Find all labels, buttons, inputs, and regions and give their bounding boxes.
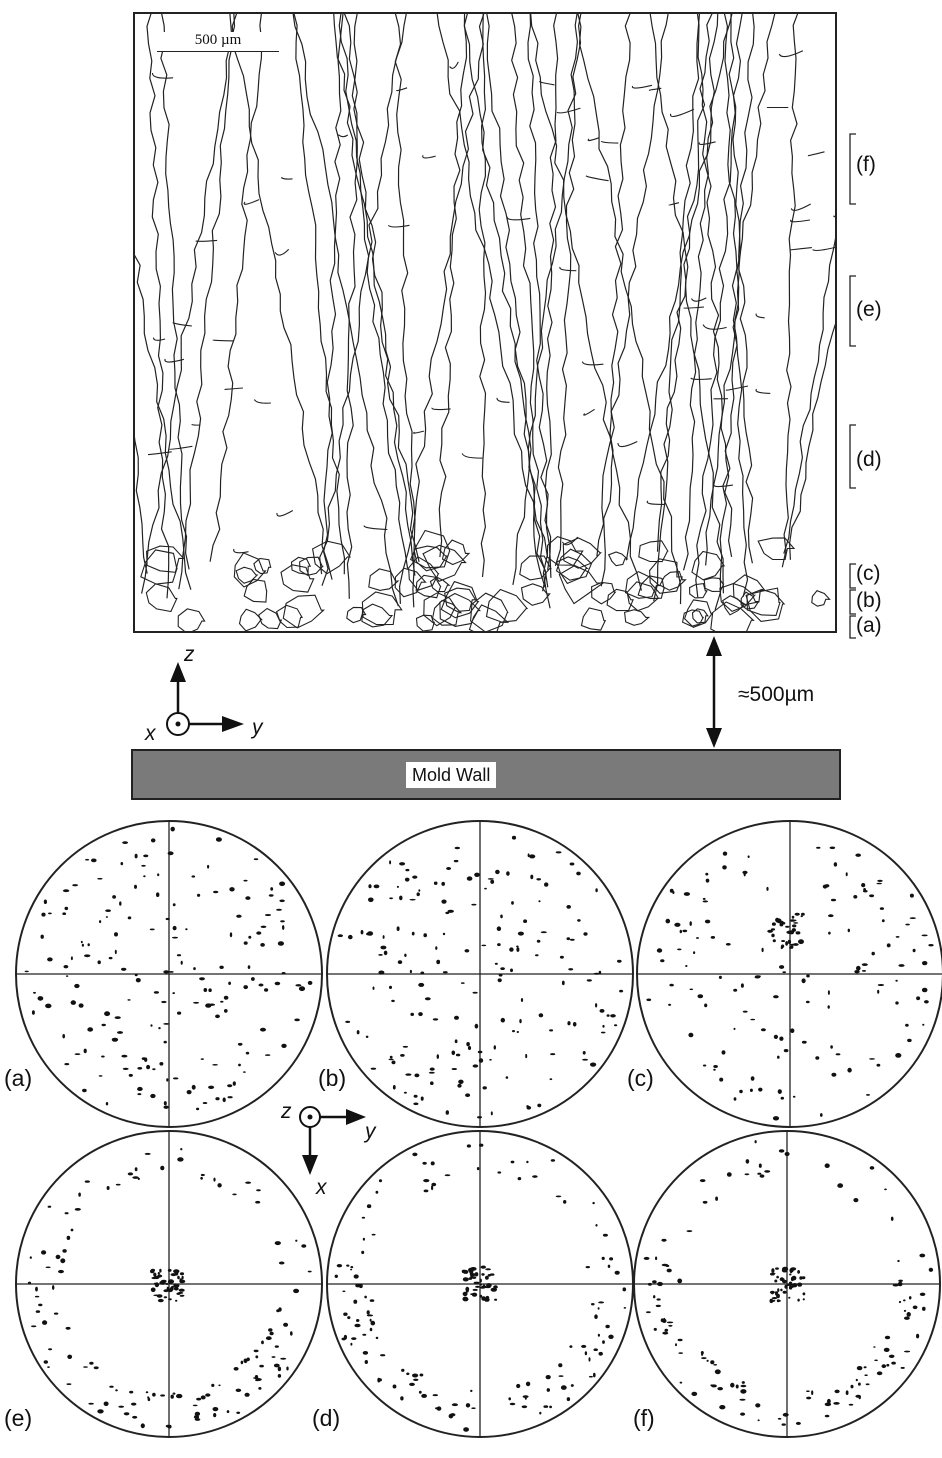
region-label-c: (c) [856, 562, 881, 585]
scale-bar: 500 µm [157, 32, 279, 52]
pole-figure [633, 1130, 941, 1438]
scale-bar-line [157, 51, 279, 52]
region-label-f: (f) [856, 153, 876, 176]
pole-label-c: (c) [627, 1065, 654, 1091]
pole-figure [326, 820, 634, 1128]
grain-micrograph: 500 µm [133, 12, 837, 633]
pole-label-d: (d) [312, 1405, 341, 1431]
axes-bottom [299, 1106, 366, 1175]
axes-top [166, 662, 244, 736]
pole-figures [15, 820, 942, 1438]
region-label-e: (e) [856, 298, 882, 321]
region-label-a: (a) [856, 614, 882, 637]
grain-boundary-map [135, 14, 835, 631]
pole-figure [636, 820, 942, 1128]
pole-figure [326, 1130, 634, 1438]
axis-label-y-top: y [252, 716, 263, 739]
axis-label-x-bottom: x [316, 1176, 327, 1199]
region-label-b: (b) [856, 589, 882, 612]
mold-wall-label: Mold Wall [406, 762, 497, 788]
pole-label-b: (b) [318, 1065, 347, 1091]
pole-figure [15, 1130, 323, 1438]
mold-wall: Mold Wall [131, 749, 841, 800]
region-label-d: (d) [856, 448, 882, 471]
grain-boundaries [135, 14, 835, 631]
axis-label-z-bottom: z [281, 1100, 292, 1123]
distance-label: ≈500µm [738, 683, 815, 706]
axis-label-y-bottom: y [365, 1120, 376, 1143]
axis-label-z-top: z [184, 643, 195, 666]
pole-label-e: (e) [4, 1405, 33, 1431]
region-brackets [849, 133, 856, 639]
distance-arrow [706, 636, 722, 748]
scale-bar-label: 500 µm [194, 32, 242, 48]
pole-figure [15, 820, 323, 1128]
pole-label-f: (f) [633, 1405, 655, 1431]
axis-label-x-top: x [145, 722, 156, 745]
pole-label-a: (a) [4, 1065, 33, 1091]
